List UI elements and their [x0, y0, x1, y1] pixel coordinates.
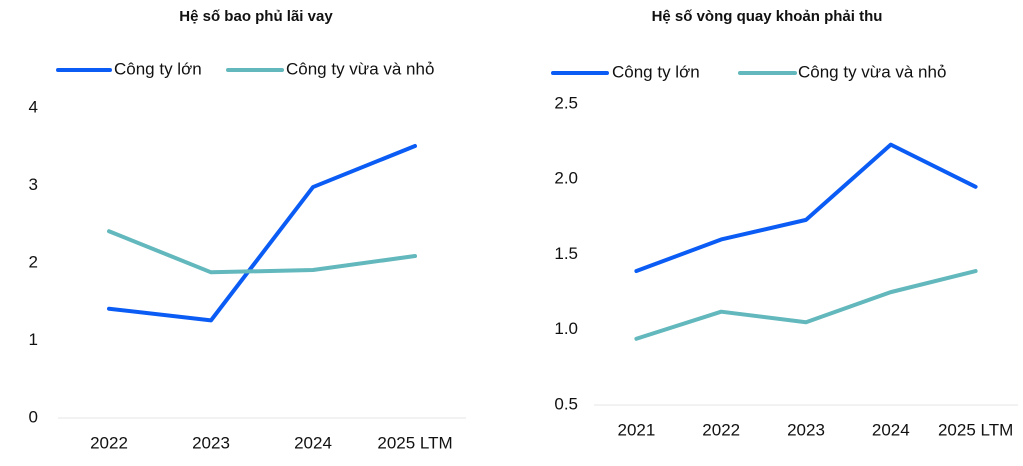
x-tick-label: 2024: [294, 433, 332, 452]
chart-title: Hệ số vòng quay khoản phải thu: [652, 8, 883, 25]
legend-label: Công ty vừa và nhỏ: [798, 62, 946, 81]
series-line: [634, 269, 978, 341]
y-tick-label: 2: [29, 252, 38, 271]
y-tick-label: 4: [29, 97, 38, 116]
x-tick-label: 2021: [617, 420, 655, 439]
x-tick-label: 2024: [872, 420, 910, 439]
y-tick-label: 0.5: [554, 394, 578, 413]
y-tick-label: 1: [29, 330, 38, 349]
x-tick-label: 2025 LTM: [377, 433, 452, 452]
series-line: [107, 229, 417, 275]
legend-label: Công ty lớn: [612, 62, 700, 81]
x-tick-label: 2025 LTM: [938, 420, 1013, 439]
series-line: [107, 143, 417, 323]
chart-title: Hệ số bao phủ lãi vay: [179, 8, 333, 25]
x-tick-label: 2023: [787, 420, 825, 439]
y-tick-label: 2.5: [554, 93, 578, 112]
legend-label: Công ty lớn: [114, 59, 202, 78]
y-tick-label: 1.5: [554, 244, 578, 263]
y-tick-label: 2.0: [554, 169, 578, 188]
series-line: [634, 142, 978, 274]
x-tick-label: 2022: [90, 433, 128, 452]
y-tick-label: 3: [29, 175, 38, 194]
x-tick-label: 2022: [702, 420, 740, 439]
x-tick-label: 2023: [192, 433, 230, 452]
legend-label: Công ty vừa và nhỏ: [286, 59, 434, 78]
y-tick-label: 0: [29, 407, 38, 426]
y-tick-label: 1.0: [554, 319, 578, 338]
